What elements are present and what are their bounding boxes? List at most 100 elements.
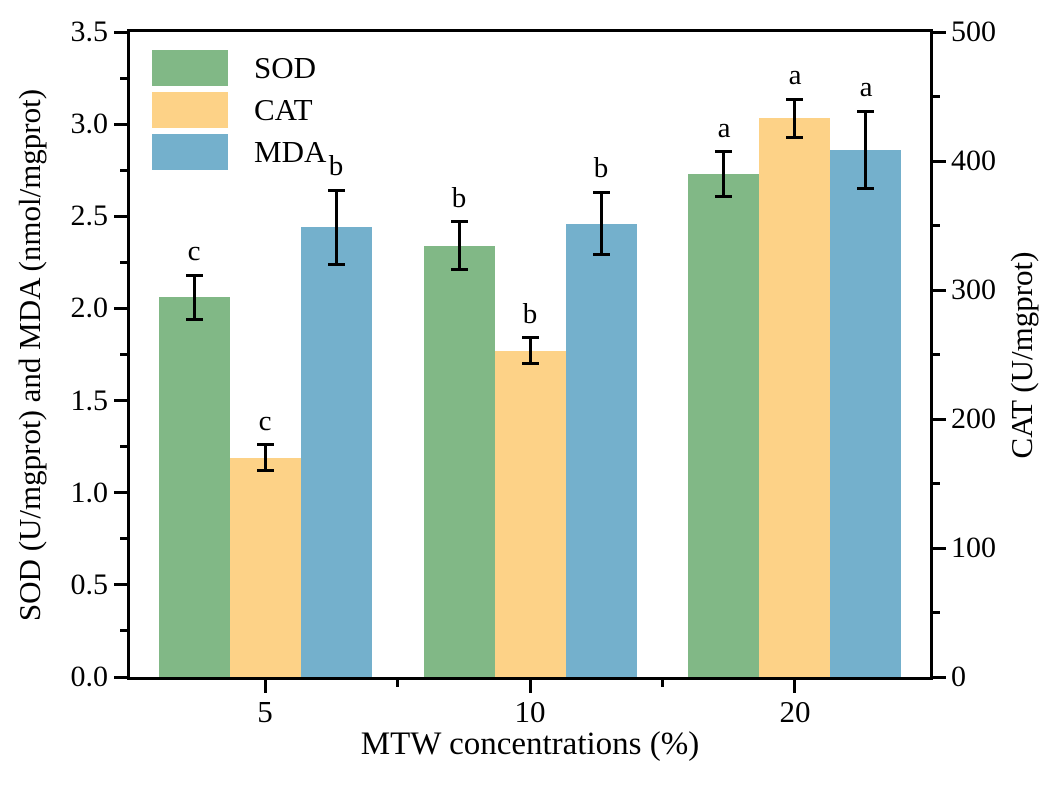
y-left-major-tick (114, 215, 127, 218)
y-left-tick-label: 2.5 (70, 199, 109, 232)
plot-frame (127, 29, 933, 680)
y-left-minor-tick (120, 169, 127, 172)
error-cap-bottom (593, 253, 610, 256)
error-cap-top (328, 189, 345, 192)
right-axis-title: CAT (U/mgprot) (1004, 251, 1039, 459)
bar-mda-20 (830, 150, 901, 677)
y-left-minor-tick (120, 261, 127, 264)
bar-mda-10 (566, 224, 637, 677)
error-cap-bottom (715, 195, 732, 198)
y-right-tick-label: 200 (951, 402, 996, 435)
error-bar-mda-5 (335, 190, 338, 264)
x-tick-label: 10 (514, 694, 546, 729)
error-bar-mda-10 (600, 192, 603, 255)
y-left-major-tick (114, 491, 127, 494)
y-right-minor-tick (933, 353, 940, 356)
legend: SOD CAT MDA (152, 50, 326, 176)
y-right-minor-tick (933, 482, 940, 485)
y-left-tick-label: 1.0 (70, 476, 109, 509)
error-bar-cat-5 (264, 445, 267, 471)
error-bar-sod-20 (722, 152, 725, 196)
y-left-major-tick (114, 399, 127, 402)
legend-swatch-mda (152, 134, 228, 170)
legend-label-sod: SOD (254, 50, 317, 85)
error-bar-mda-20 (864, 111, 867, 188)
y-right-major-tick (933, 547, 946, 550)
y-left-minor-tick (120, 353, 127, 356)
x-major-tick (529, 680, 532, 693)
error-cap-top (857, 110, 874, 113)
y-right-tick-label: 300 (951, 273, 996, 306)
error-cap-top (451, 220, 468, 223)
y-right-tick-label: 100 (951, 531, 996, 564)
y-left-minor-tick (120, 445, 127, 448)
y-left-major-tick (114, 123, 127, 126)
x-axis-title: MTW concentrations (%) (360, 726, 700, 762)
legend-entry-cat: CAT (152, 92, 326, 128)
bar-sod-20 (688, 174, 759, 677)
error-cap-bottom (451, 268, 468, 271)
error-cap-top (257, 443, 274, 446)
sig-letter-cat-10: b (522, 298, 538, 330)
sig-letter-cat-20: a (788, 59, 802, 91)
error-cap-bottom (857, 187, 874, 190)
error-cap-bottom (786, 136, 803, 139)
y-left-tick-label: 2.0 (70, 291, 109, 324)
sig-letter-sod-20: a (717, 112, 731, 144)
y-left-tick-label: 0.5 (70, 568, 109, 601)
y-right-tick-label: 0 (951, 660, 966, 693)
y-left-tick-label: 3.0 (70, 107, 109, 140)
y-left-minor-tick (120, 629, 127, 632)
sig-letter-mda-20: a (859, 71, 873, 103)
y-left-major-tick (114, 583, 127, 586)
error-cap-bottom (186, 318, 203, 321)
error-bar-sod-5 (193, 275, 196, 319)
y-right-minor-tick (933, 224, 940, 227)
sig-letter-mda-5: b (328, 150, 344, 182)
y-right-tick-label: 400 (951, 144, 996, 177)
error-bar-cat-20 (793, 99, 796, 138)
sig-letter-mda-10: b (593, 152, 609, 184)
y-right-minor-tick (933, 95, 940, 98)
y-left-minor-tick (120, 77, 127, 80)
y-left-major-tick (114, 676, 127, 679)
y-right-major-tick (933, 31, 946, 34)
y-left-tick-label: 3.5 (70, 15, 109, 48)
bar-sod-5 (159, 297, 230, 677)
legend-label-cat: CAT (254, 92, 313, 127)
bar-cat-5 (230, 458, 301, 677)
legend-swatch-cat (152, 92, 228, 128)
error-cap-top (786, 98, 803, 101)
y-left-major-tick (114, 307, 127, 310)
error-bar-cat-10 (529, 338, 532, 364)
x-major-tick (264, 680, 267, 693)
y-right-major-tick (933, 676, 946, 679)
legend-entry-sod: SOD (152, 50, 326, 86)
x-tick-label: 20 (779, 694, 811, 729)
bar-mda-5 (301, 227, 372, 677)
legend-entry-mda: MDA (152, 134, 326, 170)
y-left-major-tick (114, 31, 127, 34)
bar-sod-10 (424, 246, 495, 677)
error-cap-top (715, 150, 732, 153)
left-axis-title: SOD (U/mgprot) and MDA (nmol/mgprot) (12, 88, 47, 622)
error-cap-top (593, 191, 610, 194)
legend-label-mda: MDA (254, 134, 327, 169)
y-right-minor-tick (933, 611, 940, 614)
legend-swatch-sod (152, 50, 228, 86)
y-right-major-tick (933, 418, 946, 421)
y-right-major-tick (933, 289, 946, 292)
y-left-tick-label: 0.0 (70, 660, 109, 693)
x-major-tick (793, 680, 796, 693)
error-cap-top (186, 274, 203, 277)
sig-letter-sod-5: c (187, 235, 201, 267)
y-right-tick-label: 500 (951, 15, 996, 48)
x-tick-label: 5 (257, 694, 273, 729)
error-cap-bottom (328, 263, 345, 266)
error-bar-sod-10 (458, 222, 461, 270)
y-right-major-tick (933, 160, 946, 163)
bar-cat-20 (759, 118, 830, 677)
error-cap-bottom (257, 469, 274, 472)
sig-letter-cat-5: c (258, 405, 272, 437)
